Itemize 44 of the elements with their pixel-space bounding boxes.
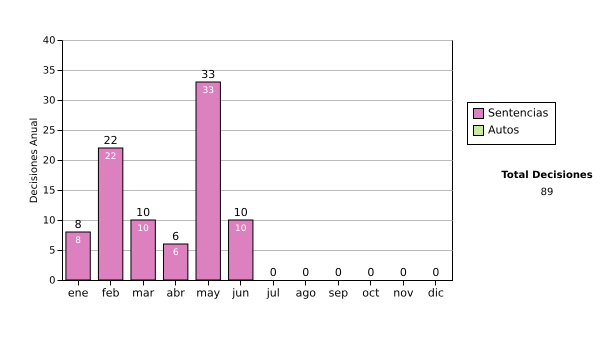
x-tick-label: may	[196, 286, 221, 300]
y-tick-label: 0	[49, 276, 56, 286]
total-label: 33	[201, 68, 216, 81]
total-label: 6	[172, 230, 180, 243]
y-tick-label: 15	[42, 186, 56, 196]
data-label: 10	[137, 224, 150, 234]
legend-label: Autos	[488, 124, 520, 136]
total-label: 22	[104, 134, 118, 147]
y-tick-label: 30	[42, 96, 56, 106]
total-label: 0	[270, 266, 277, 279]
x-tick-label: abr	[166, 286, 186, 300]
data-label: 33	[202, 86, 214, 96]
y-axis-title: Decisiones Anual	[28, 118, 40, 204]
text: Total Decisiones	[500, 170, 594, 181]
x-tick-label: jul	[266, 286, 280, 300]
y-tick-label: 20	[42, 156, 56, 166]
x-tick-label: ene	[68, 286, 89, 300]
x-tick-label: sep	[328, 286, 348, 300]
total-label: 10	[234, 206, 248, 219]
data-label: 6	[172, 248, 179, 258]
x-tick-label: mar	[132, 286, 155, 300]
total-label: 0	[432, 266, 440, 279]
total-label: 8	[74, 218, 82, 231]
data-label: 10	[235, 224, 247, 234]
data-label: 22	[104, 152, 116, 162]
total-label: 0	[400, 266, 407, 279]
y-tick-label: 35	[42, 66, 56, 76]
y-tick-label: 25	[42, 126, 56, 136]
legend-label: Sentencias	[488, 106, 549, 120]
x-tick-label: oct	[362, 286, 380, 300]
data-label: 8	[75, 236, 82, 246]
y-tick-label: 40	[42, 36, 56, 46]
x-tick-label: dic	[428, 286, 444, 300]
y-tick-label: 10	[42, 216, 56, 226]
total-label: 0	[367, 266, 374, 279]
x-tick-label: ago	[296, 286, 316, 300]
x-tick-label: jun	[231, 286, 250, 300]
total-label: 10	[136, 206, 150, 219]
y-tick-label: 5	[49, 246, 56, 256]
total-label: 0	[334, 266, 342, 279]
total-label: 0	[302, 266, 310, 279]
x-tick-label: feb	[102, 286, 120, 300]
text: 89	[540, 187, 554, 198]
x-tick-label: nov	[393, 286, 414, 300]
